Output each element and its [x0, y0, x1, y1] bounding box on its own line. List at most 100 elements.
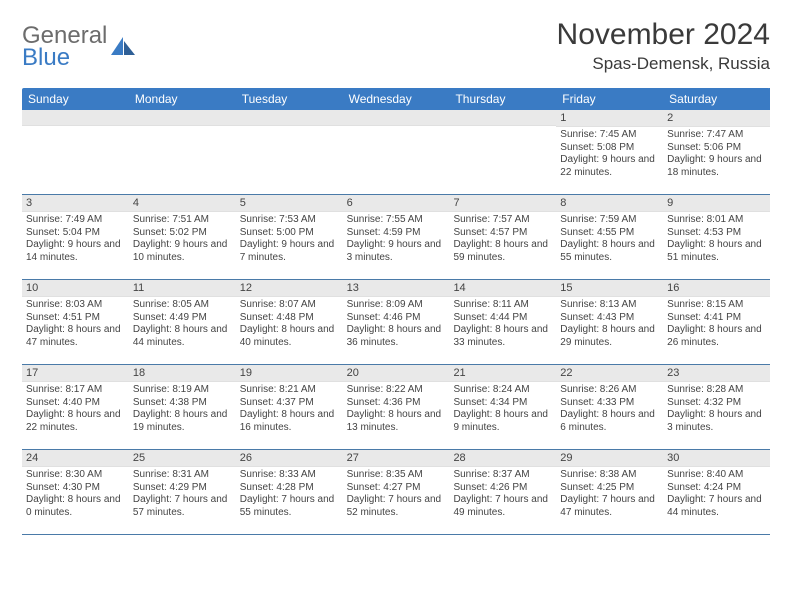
sunset-text: Sunset: 4:48 PM [240, 312, 339, 325]
day-cell: 28Sunrise: 8:37 AMSunset: 4:26 PMDayligh… [449, 450, 556, 534]
daylight-text: Daylight: 7 hours and 49 minutes. [453, 494, 552, 519]
sunrise-text: Sunrise: 7:47 AM [667, 129, 766, 142]
weekday-header: Tuesday [236, 88, 343, 110]
day-number [449, 110, 556, 126]
day-cell [236, 110, 343, 194]
sunset-text: Sunset: 4:59 PM [347, 227, 446, 240]
day-number: 30 [663, 450, 770, 467]
sail-icon [109, 35, 137, 64]
daylight-text: Daylight: 8 hours and 13 minutes. [347, 409, 446, 434]
daylight-text: Daylight: 8 hours and 0 minutes. [26, 494, 125, 519]
day-number: 26 [236, 450, 343, 467]
daylight-text: Daylight: 9 hours and 3 minutes. [347, 239, 446, 264]
day-cell [343, 110, 450, 194]
calendar-week-row: 24Sunrise: 8:30 AMSunset: 4:30 PMDayligh… [22, 450, 770, 535]
sunrise-text: Sunrise: 8:15 AM [667, 299, 766, 312]
day-cell: 3Sunrise: 7:49 AMSunset: 5:04 PMDaylight… [22, 195, 129, 279]
weekday-header: Thursday [449, 88, 556, 110]
sunrise-text: Sunrise: 8:28 AM [667, 384, 766, 397]
day-details: Sunrise: 8:31 AMSunset: 4:29 PMDaylight:… [129, 467, 236, 523]
sunset-text: Sunset: 4:41 PM [667, 312, 766, 325]
sunrise-text: Sunrise: 7:55 AM [347, 214, 446, 227]
day-cell: 15Sunrise: 8:13 AMSunset: 4:43 PMDayligh… [556, 280, 663, 364]
daylight-text: Daylight: 7 hours and 44 minutes. [667, 494, 766, 519]
sunrise-text: Sunrise: 8:01 AM [667, 214, 766, 227]
day-details: Sunrise: 8:22 AMSunset: 4:36 PMDaylight:… [343, 382, 450, 438]
calendar-week-row: 3Sunrise: 7:49 AMSunset: 5:04 PMDaylight… [22, 195, 770, 280]
day-details: Sunrise: 8:15 AMSunset: 4:41 PMDaylight:… [663, 297, 770, 353]
day-number: 9 [663, 195, 770, 212]
day-cell: 16Sunrise: 8:15 AMSunset: 4:41 PMDayligh… [663, 280, 770, 364]
day-number: 13 [343, 280, 450, 297]
day-number: 28 [449, 450, 556, 467]
sunrise-text: Sunrise: 8:37 AM [453, 469, 552, 482]
daylight-text: Daylight: 8 hours and 26 minutes. [667, 324, 766, 349]
day-cell: 8Sunrise: 7:59 AMSunset: 4:55 PMDaylight… [556, 195, 663, 279]
day-cell: 27Sunrise: 8:35 AMSunset: 4:27 PMDayligh… [343, 450, 450, 534]
day-number: 18 [129, 365, 236, 382]
sunrise-text: Sunrise: 7:53 AM [240, 214, 339, 227]
day-cell: 4Sunrise: 7:51 AMSunset: 5:02 PMDaylight… [129, 195, 236, 279]
calendar: SundayMondayTuesdayWednesdayThursdayFrid… [22, 88, 770, 535]
daylight-text: Daylight: 8 hours and 33 minutes. [453, 324, 552, 349]
sunrise-text: Sunrise: 7:59 AM [560, 214, 659, 227]
day-cell: 20Sunrise: 8:22 AMSunset: 4:36 PMDayligh… [343, 365, 450, 449]
title-block: November 2024 Spas-Demensk, Russia [557, 18, 770, 74]
sunset-text: Sunset: 4:33 PM [560, 397, 659, 410]
sunrise-text: Sunrise: 7:45 AM [560, 129, 659, 142]
sunrise-text: Sunrise: 8:30 AM [26, 469, 125, 482]
sunset-text: Sunset: 4:34 PM [453, 397, 552, 410]
daylight-text: Daylight: 8 hours and 16 minutes. [240, 409, 339, 434]
day-details: Sunrise: 8:21 AMSunset: 4:37 PMDaylight:… [236, 382, 343, 438]
day-details: Sunrise: 8:17 AMSunset: 4:40 PMDaylight:… [22, 382, 129, 438]
calendar-week-row: 17Sunrise: 8:17 AMSunset: 4:40 PMDayligh… [22, 365, 770, 450]
day-details: Sunrise: 8:26 AMSunset: 4:33 PMDaylight:… [556, 382, 663, 438]
day-number: 23 [663, 365, 770, 382]
day-cell: 6Sunrise: 7:55 AMSunset: 4:59 PMDaylight… [343, 195, 450, 279]
sunset-text: Sunset: 4:30 PM [26, 482, 125, 495]
weekday-header-row: SundayMondayTuesdayWednesdayThursdayFrid… [22, 88, 770, 110]
calendar-week-row: 1Sunrise: 7:45 AMSunset: 5:08 PMDaylight… [22, 110, 770, 195]
day-number: 14 [449, 280, 556, 297]
day-details: Sunrise: 8:24 AMSunset: 4:34 PMDaylight:… [449, 382, 556, 438]
sunset-text: Sunset: 4:38 PM [133, 397, 232, 410]
day-cell: 10Sunrise: 8:03 AMSunset: 4:51 PMDayligh… [22, 280, 129, 364]
sunrise-text: Sunrise: 8:19 AM [133, 384, 232, 397]
day-details: Sunrise: 7:51 AMSunset: 5:02 PMDaylight:… [129, 212, 236, 268]
day-cell: 5Sunrise: 7:53 AMSunset: 5:00 PMDaylight… [236, 195, 343, 279]
day-details: Sunrise: 7:57 AMSunset: 4:57 PMDaylight:… [449, 212, 556, 268]
day-number: 5 [236, 195, 343, 212]
daylight-text: Daylight: 9 hours and 14 minutes. [26, 239, 125, 264]
daylight-text: Daylight: 9 hours and 18 minutes. [667, 154, 766, 179]
sunset-text: Sunset: 4:27 PM [347, 482, 446, 495]
day-details: Sunrise: 8:37 AMSunset: 4:26 PMDaylight:… [449, 467, 556, 523]
sunrise-text: Sunrise: 8:40 AM [667, 469, 766, 482]
day-cell: 9Sunrise: 8:01 AMSunset: 4:53 PMDaylight… [663, 195, 770, 279]
daylight-text: Daylight: 9 hours and 22 minutes. [560, 154, 659, 179]
day-details: Sunrise: 8:13 AMSunset: 4:43 PMDaylight:… [556, 297, 663, 353]
daylight-text: Daylight: 7 hours and 47 minutes. [560, 494, 659, 519]
sunset-text: Sunset: 4:55 PM [560, 227, 659, 240]
sunrise-text: Sunrise: 8:22 AM [347, 384, 446, 397]
daylight-text: Daylight: 8 hours and 59 minutes. [453, 239, 552, 264]
daylight-text: Daylight: 8 hours and 9 minutes. [453, 409, 552, 434]
sunrise-text: Sunrise: 8:05 AM [133, 299, 232, 312]
daylight-text: Daylight: 8 hours and 40 minutes. [240, 324, 339, 349]
day-number: 1 [556, 110, 663, 127]
sunrise-text: Sunrise: 7:51 AM [133, 214, 232, 227]
daylight-text: Daylight: 9 hours and 10 minutes. [133, 239, 232, 264]
day-number: 15 [556, 280, 663, 297]
daylight-text: Daylight: 8 hours and 36 minutes. [347, 324, 446, 349]
sunrise-text: Sunrise: 8:09 AM [347, 299, 446, 312]
daylight-text: Daylight: 9 hours and 7 minutes. [240, 239, 339, 264]
sunrise-text: Sunrise: 7:49 AM [26, 214, 125, 227]
day-number: 7 [449, 195, 556, 212]
day-number: 4 [129, 195, 236, 212]
sunset-text: Sunset: 4:29 PM [133, 482, 232, 495]
day-details: Sunrise: 8:11 AMSunset: 4:44 PMDaylight:… [449, 297, 556, 353]
day-number [22, 110, 129, 126]
daylight-text: Daylight: 8 hours and 47 minutes. [26, 324, 125, 349]
sunrise-text: Sunrise: 8:17 AM [26, 384, 125, 397]
day-cell: 19Sunrise: 8:21 AMSunset: 4:37 PMDayligh… [236, 365, 343, 449]
day-number: 16 [663, 280, 770, 297]
